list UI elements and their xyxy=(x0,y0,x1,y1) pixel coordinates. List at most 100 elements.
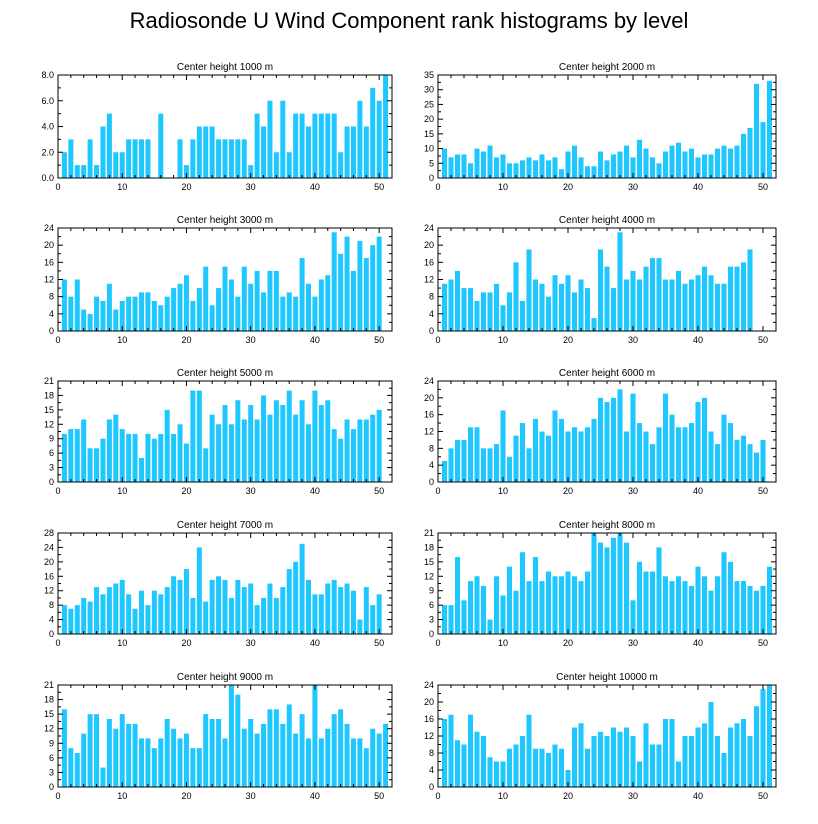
bar xyxy=(132,139,138,178)
bar xyxy=(235,400,241,482)
y-tick-label: 0 xyxy=(49,629,54,639)
bar xyxy=(113,583,119,634)
bar xyxy=(532,279,539,331)
bar xyxy=(526,249,532,331)
bar xyxy=(454,154,461,178)
y-tick-label: 15 xyxy=(44,709,54,719)
bar xyxy=(241,587,247,634)
bar xyxy=(656,258,662,331)
bar xyxy=(526,448,532,482)
bar xyxy=(267,100,273,178)
bar xyxy=(617,389,623,482)
bar xyxy=(721,414,727,482)
x-tick-label: 0 xyxy=(435,486,440,496)
bar xyxy=(565,571,571,634)
bar xyxy=(636,761,643,787)
x-tick-label: 50 xyxy=(374,182,384,192)
bar xyxy=(513,163,519,178)
bar xyxy=(241,266,247,331)
bar xyxy=(254,419,260,482)
x-tick-label: 20 xyxy=(563,486,573,496)
bar xyxy=(591,418,597,482)
x-tick-label: 30 xyxy=(246,335,256,345)
y-tick-label: 20 xyxy=(424,240,434,250)
y-tick-label: 8.0 xyxy=(41,70,54,80)
x-tick-label: 10 xyxy=(498,486,508,496)
bar xyxy=(552,744,558,787)
bar xyxy=(558,283,565,331)
bar xyxy=(500,154,506,178)
chart-panel-1: Center height 1000 m 0 10 20 30 40 50 0.0 2.0 4.0… xyxy=(41,62,393,192)
bar xyxy=(376,409,382,482)
bar xyxy=(662,719,669,787)
bar xyxy=(370,87,376,178)
bar xyxy=(565,151,571,178)
bar xyxy=(747,444,753,482)
bar xyxy=(376,594,382,634)
x-tick-label: 50 xyxy=(374,791,384,801)
bar xyxy=(675,761,682,787)
bar xyxy=(467,581,474,634)
bar xyxy=(441,148,448,178)
bar xyxy=(119,579,125,634)
bar xyxy=(766,566,773,634)
bar xyxy=(331,429,337,482)
bar xyxy=(721,145,727,178)
bar xyxy=(467,714,474,787)
bar xyxy=(305,283,312,331)
bar xyxy=(740,262,747,331)
bar xyxy=(552,576,558,634)
bar xyxy=(623,431,630,482)
bar xyxy=(734,723,740,787)
bar xyxy=(261,292,267,331)
bar xyxy=(649,258,656,331)
bar xyxy=(708,154,714,178)
bar xyxy=(734,439,740,482)
bar xyxy=(519,736,526,787)
y-tick-label: 0 xyxy=(49,326,54,336)
bar xyxy=(480,736,487,787)
y-tick-label: 8 xyxy=(49,600,54,610)
bar xyxy=(760,122,766,178)
bar xyxy=(571,145,578,178)
bar xyxy=(261,126,267,178)
bar xyxy=(87,139,93,178)
bar xyxy=(714,283,721,331)
bar xyxy=(331,113,337,178)
bar xyxy=(708,275,714,331)
bar xyxy=(753,706,760,787)
bar xyxy=(203,126,209,178)
bar xyxy=(682,427,688,482)
bar xyxy=(68,296,74,331)
x-tick-label: 0 xyxy=(435,335,440,345)
panel-title: Center height 10000 m xyxy=(556,672,658,683)
bar xyxy=(708,431,714,482)
bar xyxy=(261,597,267,634)
bar xyxy=(565,275,571,331)
bar xyxy=(545,160,552,178)
y-tick-label: 6 xyxy=(429,600,434,610)
bar xyxy=(87,448,93,482)
bar xyxy=(81,419,87,482)
bar xyxy=(113,728,119,787)
bar xyxy=(209,305,215,331)
bar xyxy=(545,296,552,331)
bar xyxy=(552,410,558,482)
bar xyxy=(126,433,132,482)
y-tick-label: 12 xyxy=(424,427,434,437)
bar xyxy=(578,723,584,787)
y-tick-label: 8 xyxy=(429,292,434,302)
x-tick-label: 50 xyxy=(758,335,768,345)
bar xyxy=(299,543,305,634)
bar xyxy=(630,600,636,634)
y-tick-label: 30 xyxy=(424,85,434,95)
bar xyxy=(513,435,519,482)
bar xyxy=(370,728,376,787)
bar xyxy=(675,576,682,634)
bar xyxy=(94,714,100,787)
bar xyxy=(158,113,164,178)
bar xyxy=(448,157,454,178)
bar xyxy=(727,148,734,178)
bar xyxy=(760,439,766,482)
bar xyxy=(467,288,474,331)
